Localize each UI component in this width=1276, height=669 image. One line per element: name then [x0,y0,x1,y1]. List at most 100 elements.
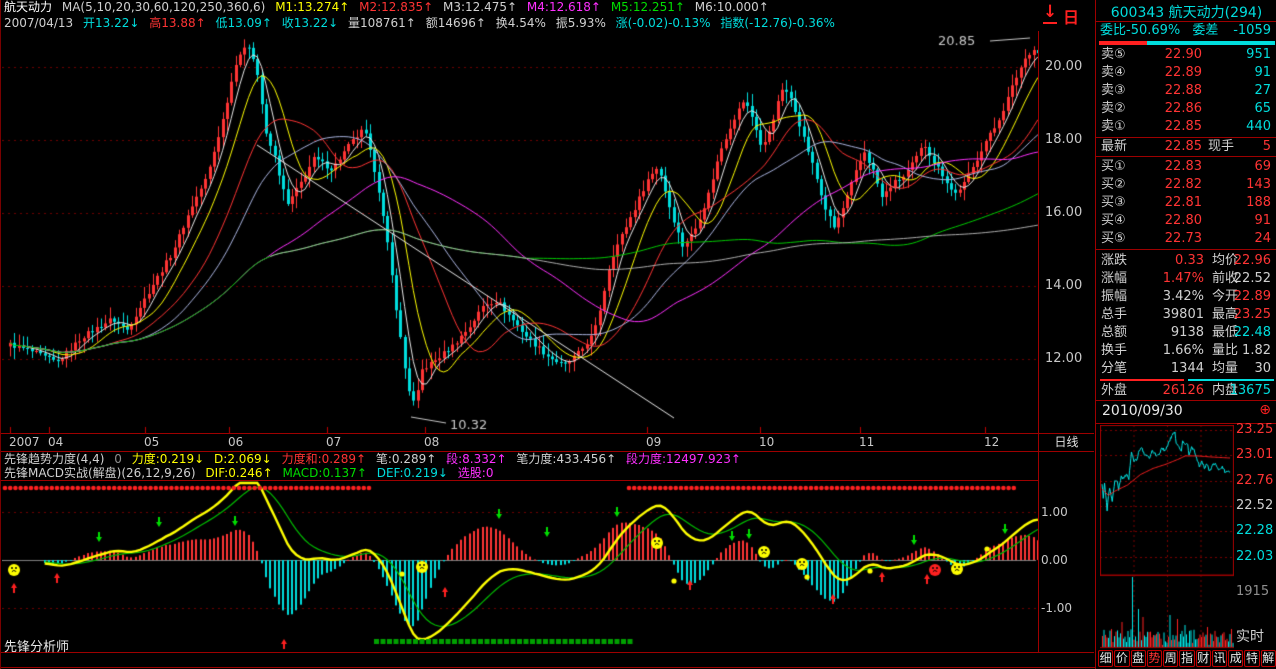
stat-row-change: 涨跌 0.33 均价 22.96 [1101,253,1271,268]
daily-period-icon[interactable]: 日 [1063,8,1080,27]
mini-chart-price-label: 22.28 [1236,523,1274,538]
header-ma-line: 航天动力 MA(5,10,20,30,60,120,250,360,6) M1:… [4,0,775,15]
scroll-down-icon[interactable]: ↓ [1043,2,1058,24]
macd-tick-neg1: -1.00 [1041,601,1073,615]
index-change-value: 指数(-12.76)-0.36% [720,16,835,30]
tab-pan[interactable]: 盘 [1130,650,1146,667]
bar-date: 2007/04/13 [4,16,74,30]
macd-indicator-chart[interactable] [2,481,1038,652]
bid-row-4[interactable]: 买④ 22.80 91 [1101,213,1271,228]
low-value: 低13.09↑ [215,16,272,30]
waipan-bar [1100,379,1184,381]
stock-code-title[interactable]: 600343 航天动力(294) [1110,5,1263,21]
price-axis-label: 12.00 [1045,351,1083,366]
bid-row-1[interactable]: 买① 22.83 69 [1101,159,1271,174]
indicator2-dif: DIF:0.246↑ [205,466,273,480]
indicator2-header[interactable]: 先锋MACD实战(解盘)(26,12,9,26) DIF:0.246↑ MACD… [4,466,499,481]
x-axis-label: 2007 [9,435,40,449]
latest-price-row: 最新 22.85 现手 5 [1101,139,1271,154]
weibi-row: 委比-50.69% 委差 -1059 [1096,23,1276,39]
change-value: 涨(-0.02)-0.13% [615,16,711,30]
ma5-value: M5:12.251↑ [610,0,685,14]
stat-row-turnover: 换手 1.66% 量比 1.82 [1101,343,1271,358]
x-axis-label: 12 [984,435,1000,449]
intraday-mini-chart[interactable] [1100,425,1234,649]
turnover-value: 换4.54% [495,16,546,30]
weibi-bar-cyan [1147,41,1275,45]
indicator1-header[interactable]: 先锋趋势力度(4,4) 0 力度:0.219↓ D:2.069↓ 力度和:0.2… [4,452,747,467]
tab-xun[interactable]: 讯 [1211,650,1228,667]
x-axis-label: 10 [759,435,775,449]
tab-jia[interactable]: 价 [1114,650,1130,667]
x-axis-label: 06 [228,435,244,449]
xaxis-bottom-border [1,451,1094,452]
analyst-watermark: 先锋分析师 [4,640,70,655]
tab-zhi[interactable]: 指 [1179,650,1195,667]
weibi-bar [1099,41,1275,45]
bid-row-3[interactable]: 买③ 22.81 188 [1101,195,1271,210]
stat-row-amount: 总额 9138 最低 22.48 [1101,325,1271,340]
open-value: 开13.22↓ [83,16,140,30]
indicator1-duan: 段:8.332↑ [446,452,507,466]
indicator2-macd: MACD:0.137↑ [282,466,367,480]
x-axis-label: 05 [144,435,160,449]
ask-row-2[interactable]: 卖② 22.86 65 [1101,101,1271,116]
swing-value: 振5.93% [555,16,606,30]
plot-bottom-border [1,433,1094,434]
tab-zhou[interactable]: 周 [1163,650,1179,667]
stat-row-lots: 外盘 26126 内盘 13675 [1101,383,1271,398]
bid-row-2[interactable]: 买② 22.82 143 [1101,177,1271,192]
main-kline-chart[interactable] [2,31,1038,433]
high-value: 高13.88↑ [149,16,206,30]
volume-value: 量108761↑ [348,16,416,30]
window-bottom-border [1,667,1276,668]
mini-vol-axis-label: 1915 [1236,584,1270,599]
ask-row-5[interactable]: 卖⑤ 22.90 951 [1101,47,1271,62]
tab-te[interactable]: 特 [1244,650,1260,667]
tab-shi[interactable]: 势 [1146,650,1163,667]
x-axis-label: 08 [424,435,440,449]
latest-lots: 5 [1262,139,1271,154]
x-axis-label: 07 [326,435,342,449]
tab-cheng[interactable]: 成 [1228,650,1244,667]
ask-row-3[interactable]: 卖③ 22.88 27 [1101,83,1271,98]
ma6-value: M6:10.000↑ [694,0,769,14]
indicator1-d: D:2.069↓ [214,452,272,466]
ask-row-1[interactable]: 卖① 22.85 440 [1101,119,1271,134]
price-axis-label: 16.00 [1045,205,1083,220]
tab-jie[interactable]: 解 [1260,650,1276,667]
mini-chart-price-label: 22.76 [1236,473,1274,488]
indicator1-duanlidu: 段力度:12497.923↑ [625,452,741,466]
weibi-label: 委比 [1100,23,1127,38]
bid-row-5[interactable]: 买⑤ 22.73 24 [1101,231,1271,246]
macd-bottom-border [1,652,1094,653]
header-ohlc-line: 2007/04/13 开13.22↓ 高13.88↑ 低13.09↑ 收13.2… [4,16,841,31]
quote-panel: 600343 航天动力(294) 委比-50.69% 委差 -1059 卖⑤ 2… [1095,0,1276,669]
stat-row-ticks: 分笔 1344 均量 30 [1101,361,1271,376]
x-axis: 2007 04 05 06 07 08 09 10 11 12 [1,434,1038,451]
weicha-value: -1059 [1233,23,1271,38]
bottom-tab-bar: 细 价 盘 势 周 指 财 讯 成 特 解 [1098,650,1276,667]
close-value: 收13.22↓ [281,16,339,30]
stock-name: 航天动力 [4,0,53,14]
realtime-label[interactable]: 实时 [1236,629,1264,645]
macd-top-border [1,480,1038,481]
indicator1-bi: 笔:0.289↑ [375,452,437,466]
indicator1-zero: 0 [114,452,122,466]
tab-xi[interactable]: 细 [1098,650,1114,667]
indicator1-lidu: 力度:0.219↓ [131,452,205,466]
indicator2-name: 先锋MACD实战(解盘)(26,12,9,26) [4,466,196,480]
stat-row-volume: 总手 39801 最高 23.25 [1101,307,1271,322]
ma-params: MA(5,10,20,30,60,120,250,360,6) [61,0,266,14]
mini-chart-price-label: 22.52 [1236,498,1274,513]
mini-chart-price-label: 23.01 [1236,447,1274,462]
stat-row-swing: 振幅 3.42% 今开 22.89 [1101,289,1271,304]
period-label[interactable]: 日线 [1054,435,1079,449]
indicator1-liduhe: 力度和:0.289↑ [281,452,367,466]
x-axis-label: 04 [48,435,64,449]
indicator2-xuangu: 选股:0 [457,466,494,480]
tab-cai[interactable]: 财 [1195,650,1211,667]
ask-row-4[interactable]: 卖④ 22.89 91 [1101,65,1271,80]
globe-icon[interactable]: ⊕ [1259,402,1271,418]
